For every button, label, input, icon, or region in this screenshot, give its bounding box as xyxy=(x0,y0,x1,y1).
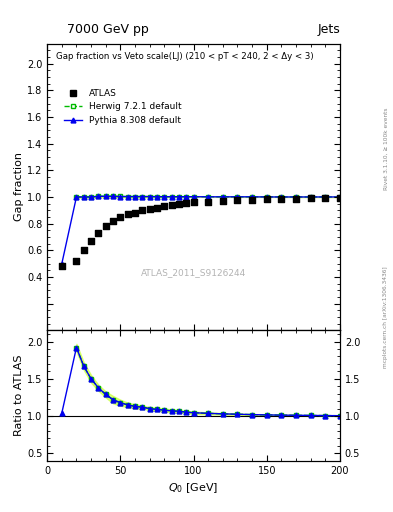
Point xyxy=(176,200,182,208)
Point xyxy=(278,195,285,203)
Point xyxy=(161,202,167,210)
Text: ATLAS_2011_S9126244: ATLAS_2011_S9126244 xyxy=(141,268,246,278)
Point xyxy=(154,204,160,212)
Point xyxy=(125,210,131,219)
Point xyxy=(220,197,226,205)
Point xyxy=(249,196,255,204)
Point xyxy=(234,196,241,204)
Point xyxy=(132,209,138,217)
Point xyxy=(293,195,299,203)
Point xyxy=(73,257,79,265)
Point xyxy=(95,229,101,237)
Point xyxy=(169,201,175,209)
Text: mcplots.cern.ch [arXiv:1306.3436]: mcplots.cern.ch [arXiv:1306.3436] xyxy=(384,267,388,368)
Point xyxy=(139,206,145,215)
Point xyxy=(81,246,87,254)
Point xyxy=(110,217,116,225)
Point xyxy=(183,199,189,207)
Point xyxy=(205,198,211,206)
Legend: ATLAS, Herwig 7.2.1 default, Pythia 8.308 default: ATLAS, Herwig 7.2.1 default, Pythia 8.30… xyxy=(61,86,185,129)
Point xyxy=(88,237,94,245)
Point xyxy=(322,194,329,202)
Point xyxy=(59,262,65,270)
Y-axis label: Ratio to ATLAS: Ratio to ATLAS xyxy=(14,355,24,436)
Text: Jets: Jets xyxy=(317,23,340,36)
Point xyxy=(307,194,314,202)
X-axis label: $Q_0$ [GeV]: $Q_0$ [GeV] xyxy=(168,481,219,495)
Point xyxy=(337,194,343,202)
Point xyxy=(264,195,270,203)
Point xyxy=(190,198,196,206)
Point xyxy=(117,213,123,221)
Text: Gap fraction vs Veto scale(LJ) (210 < pT < 240, 2 < Δy < 3): Gap fraction vs Veto scale(LJ) (210 < pT… xyxy=(56,52,314,61)
Point xyxy=(147,205,153,213)
Text: Rivet 3.1.10, ≥ 100k events: Rivet 3.1.10, ≥ 100k events xyxy=(384,107,388,190)
Text: 7000 GeV pp: 7000 GeV pp xyxy=(67,23,149,36)
Y-axis label: Gap fraction: Gap fraction xyxy=(14,153,24,222)
Point xyxy=(103,222,109,230)
